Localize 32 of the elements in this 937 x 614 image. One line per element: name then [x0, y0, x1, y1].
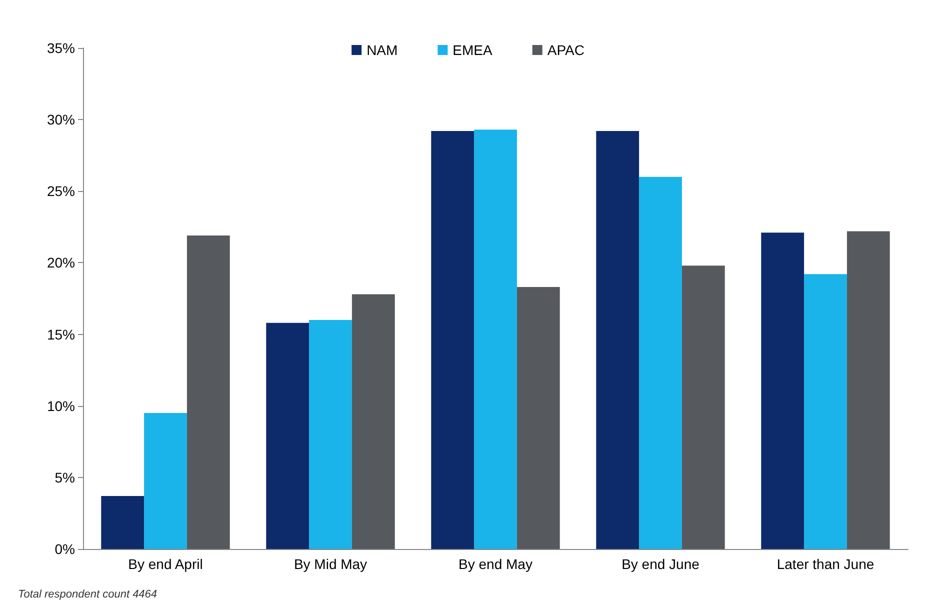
bar	[682, 266, 725, 549]
bar	[352, 294, 395, 549]
y-tick-label: 10%	[46, 398, 75, 414]
x-tick-label: By end May	[458, 556, 532, 572]
bar	[266, 322, 310, 549]
x-tick-label: By end April	[128, 556, 203, 572]
y-tick-label: 20%	[46, 254, 75, 271]
x-tick-label: Later than June	[776, 556, 874, 572]
bar	[516, 287, 560, 549]
bar	[474, 130, 517, 549]
bar	[101, 496, 144, 549]
bar	[846, 231, 890, 549]
legend-label: NAM	[366, 42, 398, 58]
bar	[804, 274, 847, 549]
legend-label: APAC	[547, 42, 584, 58]
y-tick-label: 15%	[46, 326, 75, 342]
bar	[639, 176, 682, 549]
y-tick-label: 35%	[46, 40, 75, 56]
bar	[431, 131, 474, 549]
y-tick-label: 25%	[46, 183, 75, 200]
bar	[309, 320, 352, 549]
text: Total respondent count 4464	[18, 588, 158, 600]
legend-label: EMEA	[452, 42, 494, 58]
bar	[596, 131, 640, 549]
bar	[186, 236, 230, 549]
y-tick-label: 5%	[54, 469, 75, 486]
x-tick-label: By end June	[622, 556, 700, 572]
y-tick-label: 30%	[46, 112, 75, 128]
y-tick-label: 0%	[54, 541, 75, 557]
bar	[761, 232, 804, 549]
x-tick-label: By Mid May	[294, 556, 368, 572]
bar	[144, 413, 187, 549]
